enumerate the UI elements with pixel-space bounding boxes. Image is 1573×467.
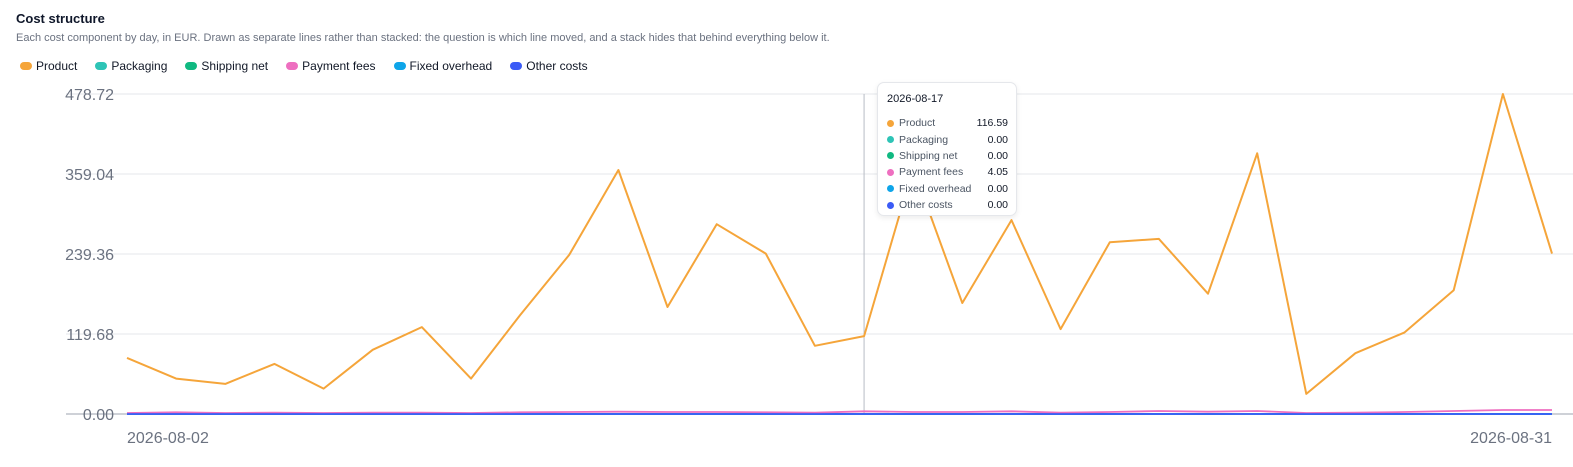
legend-label-packaging: Packaging [111,59,168,73]
chart-tooltip: 2026-08-17 Product 116.59 Packaging 0.00… [877,82,1017,216]
tooltip-dot-packaging [887,136,894,144]
legend-item-payment-fees[interactable]: Payment fees [286,59,376,73]
x-tick-label: 2026-08-31 [1470,430,1552,447]
tooltip-value-payment-fees: 4.05 [987,166,1008,179]
legend-label-payment-fees: Payment fees [302,59,376,73]
legend-item-product[interactable]: Product [20,59,77,73]
tooltip-dot-shipping-net [887,152,894,160]
legend-swatch-other-costs [510,62,523,70]
y-tick-label: 0.00 [83,407,114,424]
tooltip-row-fixed-overhead: Fixed overhead 0.00 [887,181,1008,197]
legend-label-product: Product [36,59,78,73]
series-line-product [126,93,1553,395]
legend-item-fixed-overhead[interactable]: Fixed overhead [393,59,493,73]
legend-label-fixed-overhead: Fixed overhead [409,59,493,73]
tooltip-dot-fixed-overhead [887,185,894,193]
tooltip-name-product: Product [899,117,936,130]
tooltip-row-packaging: Packaging 0.00 [887,131,1008,147]
legend-swatch-packaging [95,62,108,70]
tooltip-row-product: Product 116.59 [887,115,1008,131]
y-tick-label: 478.72 [65,87,114,104]
tooltip-name-packaging: Packaging [899,133,949,146]
tooltip-row-shipping-net: Shipping net 0.00 [887,148,1008,164]
chart-legend: Product Packaging Shipping net Payment f… [20,59,588,73]
tooltip-value-product: 116.59 [976,117,1008,130]
y-tick-label: 359.04 [65,167,114,184]
tooltip-row-payment-fees: Payment fees 4.05 [887,164,1008,180]
tooltip-name-other-costs: Other costs [899,199,953,212]
tooltip-row-other-costs: Other costs 0.00 [887,197,1008,213]
tooltip-name-payment-fees: Payment fees [899,166,964,179]
tooltip-name-shipping-net: Shipping net [899,149,958,162]
legend-swatch-fixed-overhead [393,62,406,70]
tooltip-value-shipping-net: 0.00 [987,149,1008,162]
legend-swatch-shipping-net [185,62,198,70]
legend-item-other-costs[interactable]: Other costs [510,59,588,73]
tooltip-dot-product [887,119,894,127]
y-tick-label: 239.36 [65,247,114,264]
tooltip-value-other-costs: 0.00 [987,199,1008,212]
tooltip-value-packaging: 0.00 [987,133,1008,146]
legend-swatch-payment-fees [286,62,299,70]
tooltip-dot-payment-fees [887,168,894,176]
series-line-payment-fees [126,409,1552,414]
tooltip-name-fixed-overhead: Fixed overhead [899,182,972,195]
y-tick-label: 119.68 [66,327,114,344]
tooltip-date: 2026-08-17 [887,93,944,105]
chart-subtitle: Each cost component by day, in EUR. Draw… [16,32,830,44]
legend-item-shipping-net[interactable]: Shipping net [185,59,268,73]
legend-label-shipping-net: Shipping net [201,59,269,73]
tooltip-value-fixed-overhead: 0.00 [987,182,1008,195]
tooltip-dot-other-costs [887,201,894,209]
legend-swatch-product [20,62,32,70]
legend-label-other-costs: Other costs [526,59,588,73]
chart-title: Cost structure [16,11,105,26]
x-tick-label: 2026-08-02 [127,430,209,447]
legend-item-packaging[interactable]: Packaging [95,59,167,73]
